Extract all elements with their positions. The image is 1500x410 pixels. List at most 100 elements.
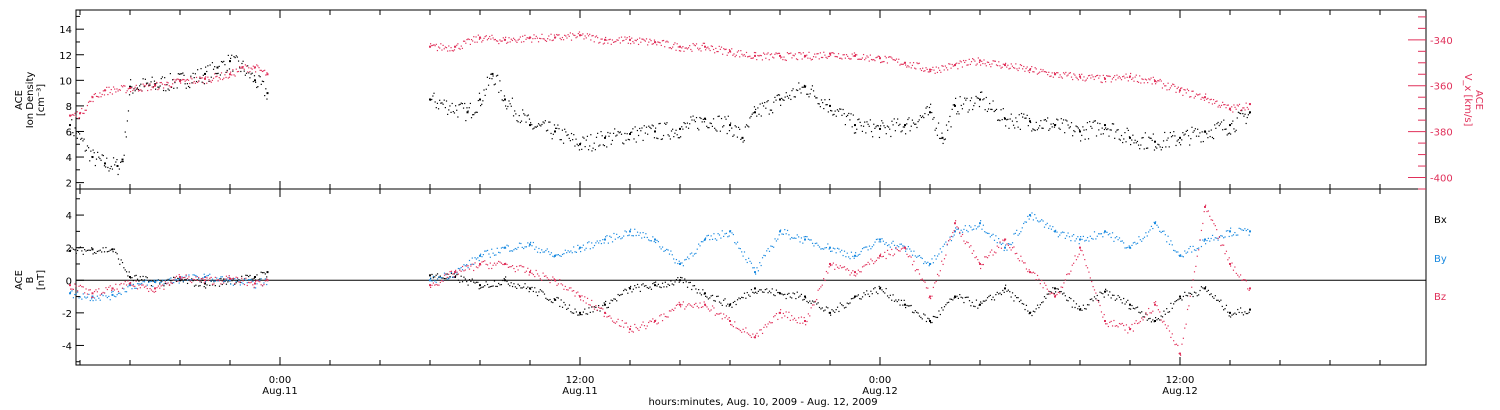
vx-point	[1029, 68, 1031, 71]
panel2-data	[69, 204, 1251, 356]
panel1-right-ylabel-line1: ACE	[1473, 90, 1484, 110]
y-tick-label: 8	[66, 102, 72, 113]
y-tick-label: 6	[66, 127, 72, 138]
density-point	[879, 127, 881, 130]
by-point	[729, 230, 731, 233]
bz-point	[629, 328, 631, 331]
density-point	[704, 117, 706, 120]
bx-point	[704, 292, 706, 295]
by-point	[479, 254, 481, 257]
density-point	[1229, 124, 1231, 127]
bx-point	[754, 287, 756, 290]
panel1-right-ylabel: ACE V_x [km/s]	[1462, 74, 1484, 127]
by-point	[879, 238, 881, 241]
density-point	[579, 143, 581, 146]
by-point	[1029, 214, 1031, 217]
bz-filler	[70, 204, 1250, 356]
vx-point	[604, 38, 606, 41]
density-point	[116, 164, 119, 167]
bz-point	[804, 320, 806, 322]
by-point	[654, 238, 656, 241]
bz-point	[1249, 287, 1251, 290]
by-point	[1154, 222, 1156, 225]
panel2-ylabel-line1: ACE	[14, 270, 25, 290]
by-point	[129, 284, 131, 287]
density-point	[554, 130, 556, 133]
by-point	[1079, 238, 1081, 241]
density-point	[1154, 140, 1156, 143]
y-tick-label: 14	[59, 25, 72, 36]
density-point	[104, 162, 106, 165]
density-point	[654, 130, 656, 133]
bx-point	[1154, 320, 1156, 322]
by-point	[679, 262, 681, 265]
bz-point	[579, 295, 581, 298]
by-point	[579, 246, 581, 249]
by-point	[629, 230, 631, 233]
bz-point	[929, 295, 931, 298]
density-point	[1104, 124, 1106, 127]
bx-point	[629, 287, 631, 290]
bz-point	[979, 262, 981, 265]
bx-point	[954, 295, 956, 298]
bx-point	[929, 320, 931, 322]
bx-point	[1004, 287, 1006, 290]
vx-point	[204, 77, 206, 80]
vx-point	[179, 80, 181, 83]
legend-bx: Bx	[1434, 215, 1447, 226]
bx-point	[829, 311, 831, 314]
legend-bz: Bz	[1434, 292, 1446, 303]
panel1-ylabel-line1: ACE	[14, 90, 25, 110]
panel1-ylabel: ACE Ion Density [cm⁻³]	[14, 72, 47, 129]
vx-point	[429, 45, 431, 48]
density-point	[529, 124, 531, 127]
panel1-right-ylabel-line2: V_x [km/s]	[1462, 74, 1473, 127]
bz-point	[679, 303, 681, 306]
vx-point	[854, 54, 856, 57]
vx-point	[754, 54, 756, 57]
x-tick-date-label: Aug.11	[262, 386, 297, 397]
bx-point	[1249, 308, 1251, 311]
density-point	[466, 111, 469, 114]
y-tick-label: 4	[66, 153, 72, 164]
by-point	[954, 230, 956, 233]
right-tick-label: -400	[1430, 174, 1453, 185]
bz-point	[229, 277, 231, 280]
by-point	[229, 279, 231, 282]
bx-filler	[70, 246, 1250, 324]
by-point	[111, 293, 114, 296]
vx-point	[1179, 89, 1181, 92]
vx-point	[229, 73, 231, 76]
vx-point	[804, 54, 806, 57]
bz-point	[154, 287, 156, 290]
by-point	[529, 243, 531, 246]
density-point	[229, 60, 231, 63]
panel2-ticks: -4 -2 0 2 4	[62, 198, 84, 363]
vx-point	[1229, 107, 1231, 110]
bx-point	[204, 282, 206, 285]
x-axis-ticks: 0:00Aug.1112:00Aug.110:00Aug.1212:00Aug.…	[79, 10, 1381, 397]
bz-point	[454, 271, 456, 274]
density-point	[941, 136, 944, 139]
bx-point	[479, 284, 481, 287]
vx-point	[1104, 77, 1106, 80]
density-point	[1204, 130, 1206, 133]
density-point	[929, 111, 931, 114]
vx-point	[1154, 80, 1156, 83]
bx-point	[979, 303, 981, 306]
bz-point	[879, 254, 881, 257]
vx-point	[154, 84, 156, 87]
density-point	[429, 98, 431, 101]
density-point	[729, 124, 731, 127]
vx-point	[479, 36, 481, 39]
vx-point	[879, 57, 881, 60]
vx-point	[979, 59, 981, 62]
by-filler	[70, 212, 1250, 302]
bx-point	[1104, 290, 1106, 293]
vx-point	[91, 96, 94, 99]
by-point	[154, 280, 156, 283]
by-point	[554, 254, 556, 257]
by-point	[854, 254, 856, 257]
density-point	[266, 92, 269, 95]
